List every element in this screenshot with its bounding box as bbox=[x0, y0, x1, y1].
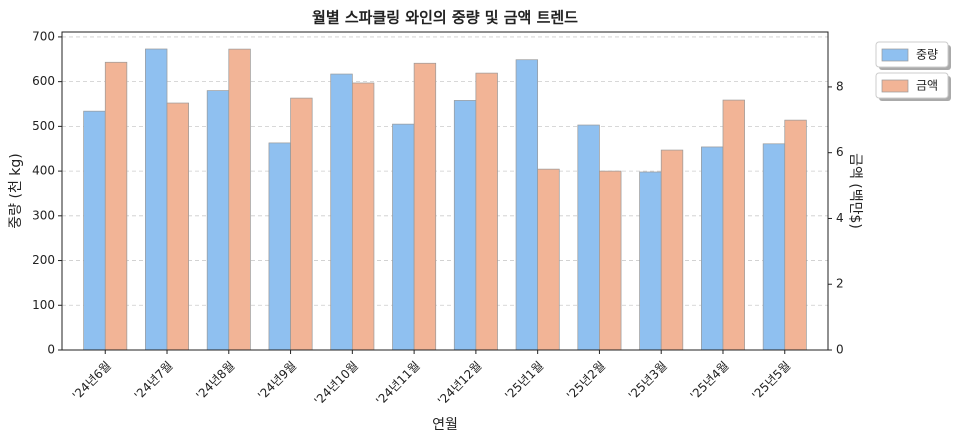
y2-tick-label: 4 bbox=[836, 211, 844, 225]
x-tick-label: '24년8월 bbox=[193, 359, 237, 403]
bar bbox=[166, 102, 189, 351]
legend-swatch bbox=[881, 48, 909, 62]
bar bbox=[762, 143, 786, 351]
bar bbox=[413, 62, 437, 351]
bar bbox=[290, 97, 313, 351]
bar bbox=[639, 171, 662, 351]
x-tick-label: '25년3월 bbox=[626, 359, 670, 403]
x-tick-label: '24년7월 bbox=[132, 359, 176, 403]
x-tick-label: '24년11월 bbox=[373, 359, 422, 408]
chart-title: 월별 스파클링 와인의 중량 및 금액 트렌드 bbox=[312, 9, 578, 27]
legend-label: 중량 bbox=[916, 48, 938, 62]
x-tick-label: '24년6월 bbox=[70, 359, 114, 403]
y-tick-label: 700 bbox=[32, 29, 55, 43]
legend-swatch bbox=[881, 79, 909, 93]
x-axis-label: 연월 bbox=[432, 417, 458, 433]
bar bbox=[206, 90, 230, 351]
bar bbox=[104, 61, 128, 351]
bar bbox=[392, 123, 415, 351]
bar bbox=[145, 48, 168, 351]
bar bbox=[351, 82, 375, 351]
legend-label: 금액 bbox=[916, 79, 938, 93]
bar bbox=[228, 48, 251, 351]
y-tick-label: 100 bbox=[32, 298, 55, 312]
y2-tick-label: 8 bbox=[836, 79, 844, 93]
y-tick-label: 200 bbox=[32, 253, 55, 267]
bar bbox=[722, 99, 745, 351]
bar bbox=[577, 124, 600, 351]
bar bbox=[784, 119, 807, 351]
y-tick-label: 300 bbox=[32, 208, 55, 222]
bar bbox=[515, 59, 539, 351]
x-tick-label: '24년12월 bbox=[435, 359, 484, 408]
y-tick-label: 500 bbox=[32, 119, 55, 133]
y2-tick-label: 6 bbox=[836, 145, 844, 159]
y-tick-label: 600 bbox=[32, 74, 55, 88]
x-tick-label: '25년5월 bbox=[749, 359, 793, 403]
bar bbox=[83, 110, 106, 351]
x-tick-label: '24년10월 bbox=[311, 359, 360, 408]
bar bbox=[268, 142, 291, 351]
bar bbox=[701, 146, 724, 351]
plot-frame bbox=[61, 31, 829, 351]
bar bbox=[537, 168, 560, 351]
x-tick-label: '25년1월 bbox=[502, 359, 546, 403]
x-tick-label: '25년4월 bbox=[688, 359, 732, 403]
bar bbox=[453, 100, 477, 351]
x-tick-label: '24년9월 bbox=[255, 359, 299, 403]
bar bbox=[660, 149, 684, 351]
bar bbox=[330, 73, 353, 351]
bar bbox=[599, 170, 622, 351]
y2-tick-label: 0 bbox=[836, 343, 844, 357]
x-tick-label: '25년2월 bbox=[564, 359, 608, 403]
y-tick-label: 400 bbox=[32, 164, 55, 178]
y-tick-label: 0 bbox=[47, 343, 55, 357]
y2-axis-label: 금액 (백만$) bbox=[847, 153, 863, 229]
y2-tick-label: 2 bbox=[836, 277, 844, 291]
bar bbox=[475, 72, 498, 351]
y-axis-label: 중량 (천 kg) bbox=[8, 153, 24, 228]
